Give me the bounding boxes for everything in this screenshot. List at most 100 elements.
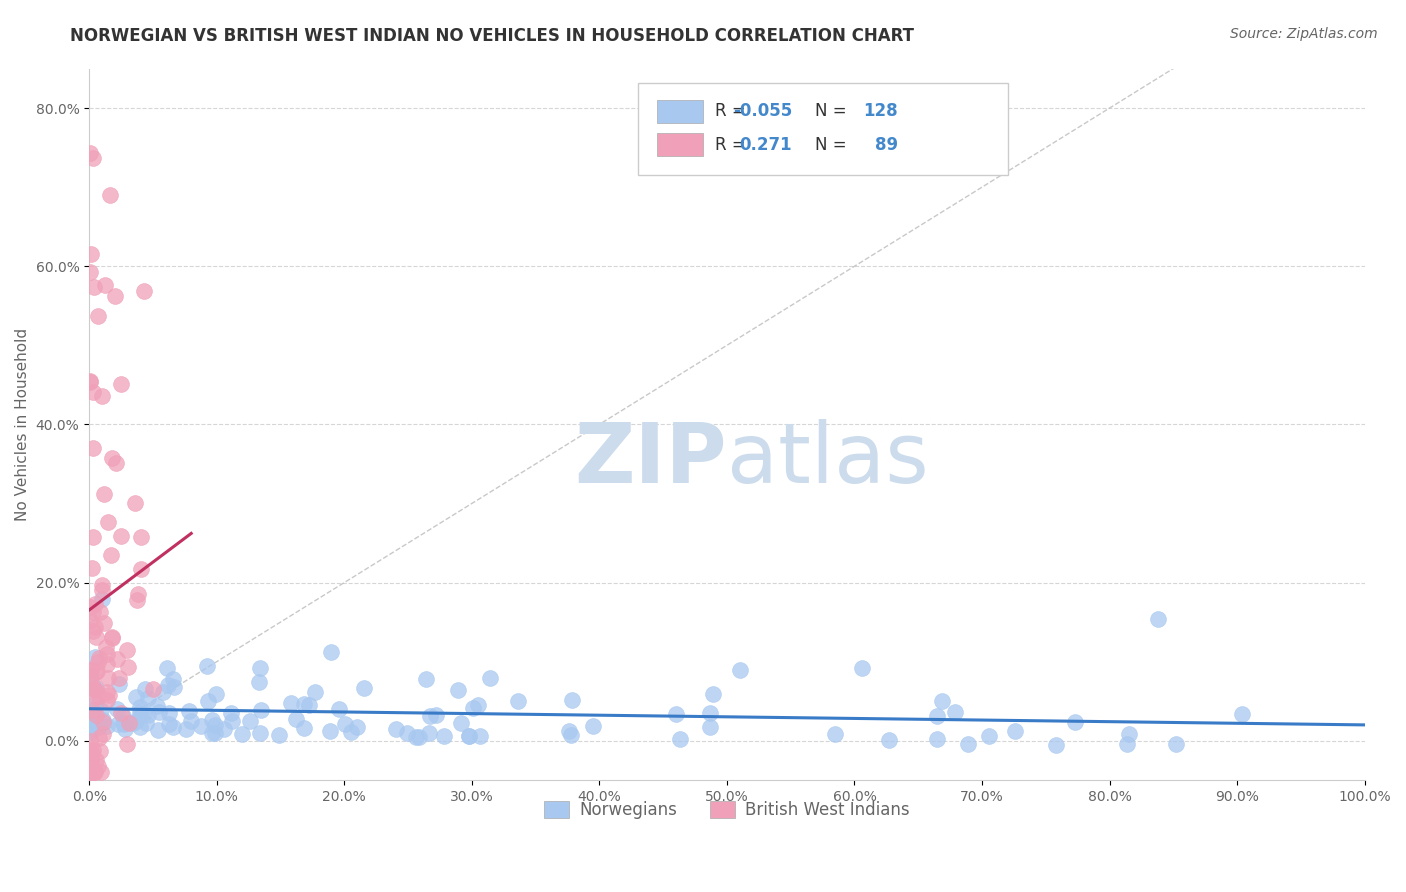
Point [201, 713, 224, 727]
Point [212, 722, 235, 736]
Point [89, 690, 111, 704]
Point [132, 707, 155, 722]
Point [1232, 706, 1254, 721]
Point [93, 616, 115, 631]
Point [94, 277, 117, 292]
Point [80, 675, 103, 690]
Point [1004, 723, 1026, 738]
Point [269, 729, 291, 743]
Point [79, 374, 101, 388]
Point [346, 720, 368, 734]
Point [468, 730, 491, 744]
Point [157, 716, 180, 731]
Point [79, 145, 101, 160]
Point [93, 727, 115, 741]
Point [204, 718, 226, 732]
Point [190, 718, 212, 732]
Point [83, 681, 105, 696]
Point [96, 684, 118, 698]
Point [134, 284, 156, 298]
Text: ZIP: ZIP [575, 419, 727, 500]
Point [478, 671, 501, 685]
Point [925, 731, 948, 746]
Point [945, 705, 967, 719]
Point [80, 706, 103, 721]
Point [79, 264, 101, 278]
Point [127, 587, 149, 601]
Point [97, 515, 120, 529]
Point [285, 713, 308, 727]
Point [851, 661, 873, 675]
Point [84, 696, 107, 710]
Point [669, 732, 692, 747]
Point [80, 765, 103, 780]
Point [80, 765, 103, 780]
Point [408, 730, 430, 744]
Point [131, 530, 153, 544]
Point [84, 665, 107, 679]
Point [89, 744, 111, 758]
Point [79, 672, 101, 686]
Point [125, 592, 148, 607]
Point [128, 706, 150, 720]
Text: R =: R = [716, 103, 747, 120]
Point [156, 678, 179, 692]
Point [86, 681, 108, 695]
Point [298, 698, 321, 712]
Point [90, 389, 112, 403]
Point [665, 706, 688, 721]
Point [197, 694, 219, 708]
Point [1147, 613, 1170, 627]
Point [101, 451, 124, 466]
Point [111, 709, 134, 723]
Point [82, 442, 104, 456]
Point [79, 375, 101, 389]
Point [405, 730, 427, 744]
Point [82, 742, 104, 756]
Point [699, 706, 721, 721]
Point [699, 720, 721, 734]
Point [179, 704, 201, 718]
Point [111, 715, 134, 730]
Point [931, 694, 953, 708]
Point [80, 753, 103, 767]
Point [205, 687, 228, 701]
Point [292, 721, 315, 735]
Point [292, 698, 315, 712]
Point [105, 651, 128, 665]
Point [86, 630, 108, 644]
Point [89, 720, 111, 734]
Point [145, 698, 167, 713]
Point [90, 765, 112, 780]
Point [79, 614, 101, 628]
Point [1064, 715, 1087, 730]
Point [87, 731, 110, 746]
Point [319, 724, 342, 739]
Point [425, 707, 447, 722]
Point [415, 672, 437, 686]
Point [91, 591, 114, 606]
Point [100, 549, 122, 563]
Point [79, 705, 101, 719]
Point [162, 720, 184, 734]
Point [114, 723, 136, 737]
Point [328, 702, 350, 716]
Point [418, 726, 440, 740]
Point [87, 655, 110, 669]
Point [79, 669, 101, 683]
Text: N =: N = [815, 136, 846, 153]
Point [79, 677, 101, 691]
Point [79, 714, 101, 729]
Point [82, 605, 104, 619]
Point [79, 725, 101, 739]
Point [163, 680, 186, 694]
Point [142, 681, 165, 696]
Point [112, 715, 135, 730]
Text: N =: N = [815, 103, 846, 120]
Point [117, 737, 139, 751]
Point [80, 246, 103, 260]
Point [79, 599, 101, 614]
Point [353, 681, 375, 696]
Point [433, 729, 456, 743]
Text: Source: ZipAtlas.com: Source: ZipAtlas.com [1230, 27, 1378, 41]
